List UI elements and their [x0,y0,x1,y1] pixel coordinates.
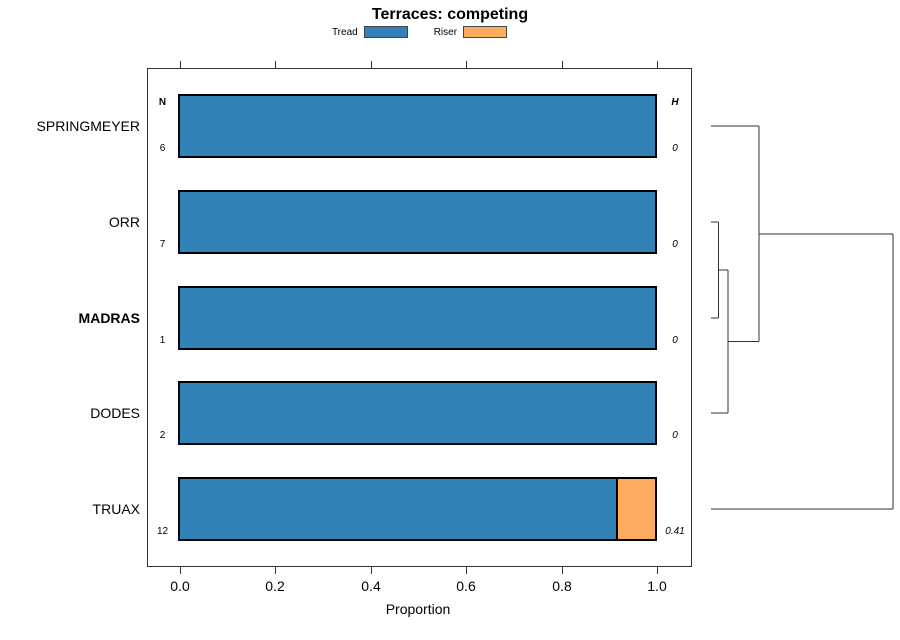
x-axis-top-tick [657,61,658,68]
legend-swatch-riser [463,26,508,38]
stacked-bar [178,477,657,541]
row-label: SPRINGMEYER [36,118,140,134]
x-axis-top-tick [466,61,467,68]
x-axis-tick-label: 0.2 [265,578,285,594]
row-n-value: 6 [159,143,166,154]
row-n-value: 2 [159,430,166,441]
legend-label-riser: Riser [433,26,458,38]
bar-segment-tread [180,288,655,348]
bar-segment-tread [180,192,655,252]
x-axis-tick-label: 0.4 [361,578,381,594]
x-axis-tick [562,567,563,574]
x-axis-title: Proportion [385,601,451,617]
x-axis-tick [275,567,276,574]
legend-item-riser: Riser [433,26,508,38]
x-axis-tick-label: 1.0 [647,578,667,594]
bar-segment-riser [615,479,655,539]
legend-label-tread: Tread [331,26,358,38]
x-axis-top-tick [275,61,276,68]
bar-segment-tread [180,383,655,443]
x-axis-tick-label: 0.6 [456,578,476,594]
x-axis-tick-label: 0.8 [552,578,572,594]
stacked-bar [178,286,657,350]
bar-segment-tread [180,96,655,156]
bar-segment-tread [180,479,616,539]
row-n-value: 7 [159,239,166,250]
column-header-n: N [158,97,167,108]
x-axis-tick [371,567,372,574]
row-h-value: 0 [672,335,678,346]
x-axis-tick [180,567,181,574]
row-n-value: 1 [159,335,166,346]
stacked-bar [178,94,657,158]
x-axis-top-tick [371,61,372,68]
legend: Tread Riser [147,24,692,40]
chart-title: Terraces: competing [371,6,529,23]
row-label: ORR [108,214,140,230]
row-label: MADRAS [78,310,140,326]
row-n-value: 12 [156,526,169,537]
x-axis-tick [657,567,658,574]
stacked-bar [178,190,657,254]
stacked-bar [178,381,657,445]
x-axis-tick-label: 0.0 [170,578,190,594]
x-axis-top-tick [180,61,181,68]
legend-swatch-tread [363,26,408,38]
row-h-value: 0 [672,430,678,441]
column-header-h: H [671,97,679,108]
x-axis-tick [466,567,467,574]
row-h-value: 0.41 [665,526,685,537]
row-h-value: 0 [672,143,678,154]
legend-item-tread: Tread [332,26,408,38]
row-label: DODES [90,405,140,421]
x-axis-top-tick [562,61,563,68]
row-h-value: 0 [672,239,678,250]
row-label: TRUAX [92,501,140,517]
